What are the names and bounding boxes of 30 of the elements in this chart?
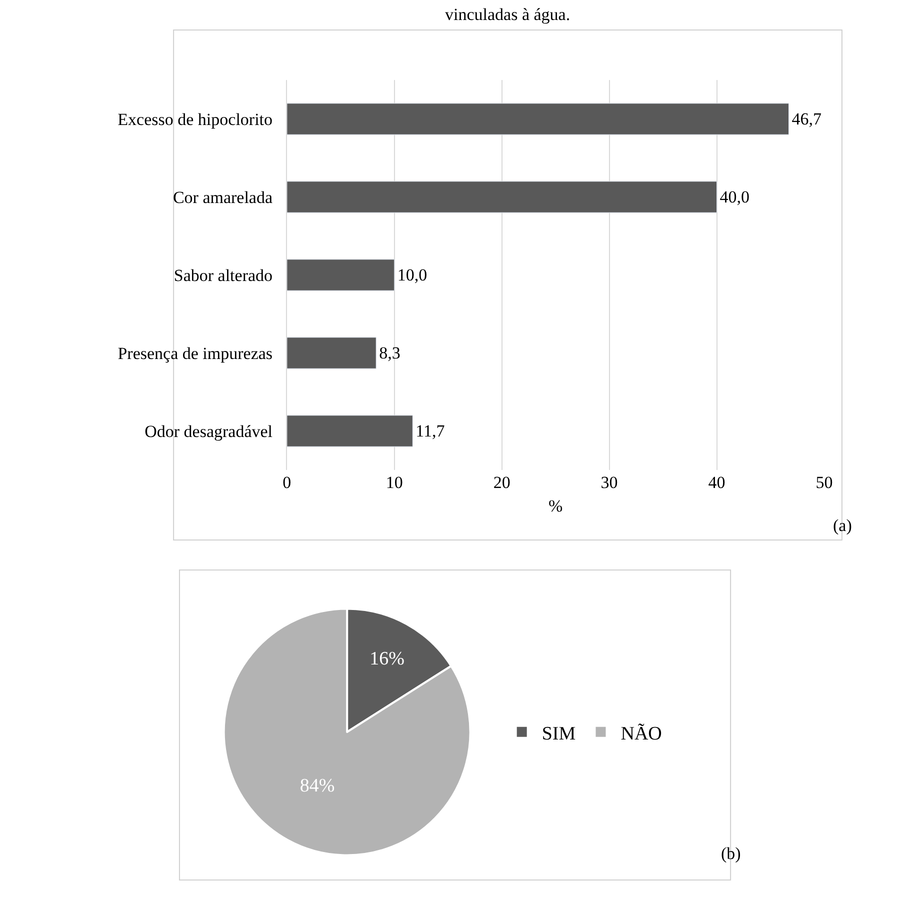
bar bbox=[286, 103, 789, 135]
data-label: 16% bbox=[370, 648, 405, 670]
data-label: 10,0 bbox=[397, 266, 428, 284]
data-label: 8,3 bbox=[379, 344, 400, 362]
bar bbox=[286, 415, 413, 447]
text: (b) bbox=[721, 844, 741, 863]
bar bbox=[286, 337, 376, 369]
data-label: 11,7 bbox=[416, 422, 446, 440]
bar bbox=[286, 181, 717, 213]
bar bbox=[286, 259, 395, 291]
x-tick-label: 30 bbox=[600, 473, 618, 492]
legend-label: SIM bbox=[542, 723, 576, 744]
data-label: 46,7 bbox=[792, 110, 822, 128]
legend-label: NÃO bbox=[620, 723, 662, 744]
x-tick-label: 0 bbox=[282, 473, 292, 492]
text: (a) bbox=[833, 516, 852, 535]
x-tick-label: 10 bbox=[386, 473, 403, 492]
data-label: 40,0 bbox=[720, 188, 750, 206]
pie-slice bbox=[222, 608, 472, 856]
y-tick-label: Cor amarelada bbox=[172, 188, 273, 207]
x-tick-label: 50 bbox=[816, 473, 833, 492]
x-tick-label: 40 bbox=[708, 473, 726, 492]
x-axis-title: % bbox=[548, 496, 563, 516]
y-tick-label: Presença de impurezas bbox=[118, 344, 273, 363]
y-tick-label: Odor desagradável bbox=[144, 422, 273, 441]
data-label: 84% bbox=[300, 775, 335, 796]
chart-title: vinculadas à água. bbox=[445, 5, 570, 24]
y-tick-label: Excesso de hipoclorito bbox=[118, 110, 273, 129]
y-tick-label: Sabor alterado bbox=[174, 266, 273, 285]
x-tick-label: 20 bbox=[493, 473, 510, 492]
